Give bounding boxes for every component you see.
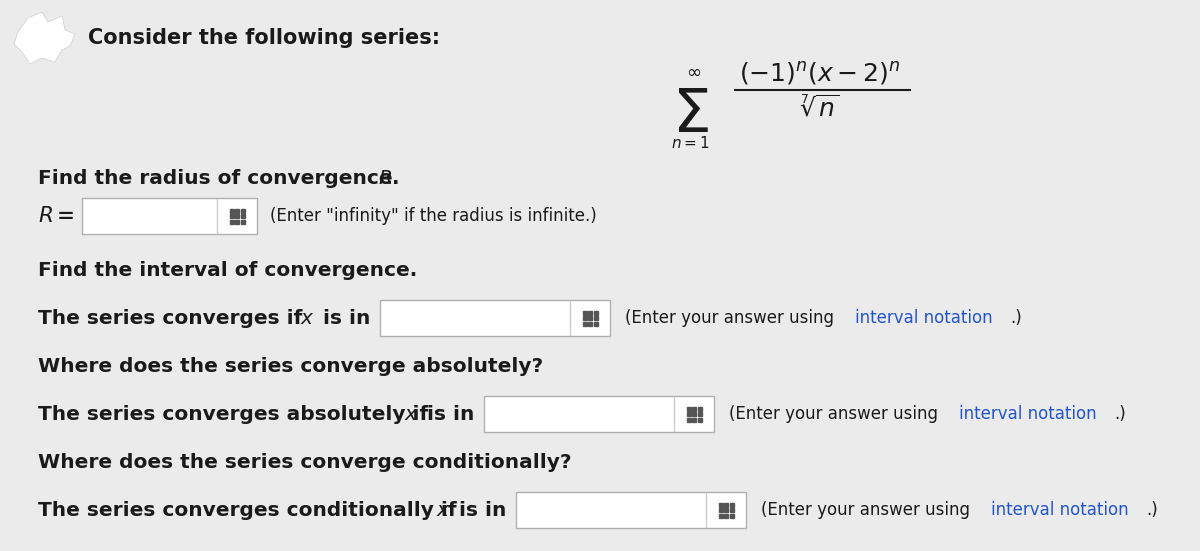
Bar xyxy=(380,300,610,336)
Text: The series converges if: The series converges if xyxy=(38,309,310,327)
Text: $x$: $x$ xyxy=(300,308,314,328)
Text: interval notation: interval notation xyxy=(854,309,992,327)
Text: (Enter "infinity" if the radius is infinite.): (Enter "infinity" if the radius is infin… xyxy=(270,207,596,225)
Text: $x$: $x$ xyxy=(404,404,419,424)
Text: is in: is in xyxy=(452,500,506,520)
Text: .: . xyxy=(392,169,400,187)
Text: Where does the series converge absolutely?: Where does the series converge absolutel… xyxy=(38,356,544,375)
Text: $n{=}1$: $n{=}1$ xyxy=(671,135,709,151)
Text: $\sqrt[7]{n}$: $\sqrt[7]{n}$ xyxy=(800,95,840,122)
Text: $R\,$=: $R\,$= xyxy=(38,205,74,227)
Text: interval notation: interval notation xyxy=(959,405,1097,423)
Text: .): .) xyxy=(1146,501,1158,519)
Text: (Enter your answer using: (Enter your answer using xyxy=(730,405,943,423)
Text: $x$: $x$ xyxy=(436,500,450,520)
Polygon shape xyxy=(14,12,74,64)
Text: (Enter your answer using: (Enter your answer using xyxy=(625,309,839,327)
Text: interval notation: interval notation xyxy=(991,501,1129,519)
Bar xyxy=(516,492,746,528)
Text: is in: is in xyxy=(316,309,371,327)
Text: $(-1)^n(x - 2)^n$: $(-1)^n(x - 2)^n$ xyxy=(739,60,901,87)
Bar xyxy=(484,396,714,432)
Text: The series converges absolutely if: The series converges absolutely if xyxy=(38,404,436,424)
Bar xyxy=(82,198,257,234)
Text: .): .) xyxy=(1010,309,1021,327)
Text: (Enter your answer using: (Enter your answer using xyxy=(761,501,976,519)
Text: Find the interval of convergence.: Find the interval of convergence. xyxy=(38,261,418,279)
Text: The series converges conditionally if: The series converges conditionally if xyxy=(38,500,463,520)
Text: .): .) xyxy=(1114,405,1126,423)
Text: Find the radius of convergence: Find the radius of convergence xyxy=(38,169,400,187)
Text: Consider the following series:: Consider the following series: xyxy=(88,28,440,48)
Text: is in: is in xyxy=(420,404,474,424)
Text: $R$: $R$ xyxy=(378,168,392,188)
Text: $\infty$: $\infty$ xyxy=(686,63,702,81)
Text: Where does the series converge conditionally?: Where does the series converge condition… xyxy=(38,452,571,472)
Text: $\Sigma$: $\Sigma$ xyxy=(672,85,708,145)
